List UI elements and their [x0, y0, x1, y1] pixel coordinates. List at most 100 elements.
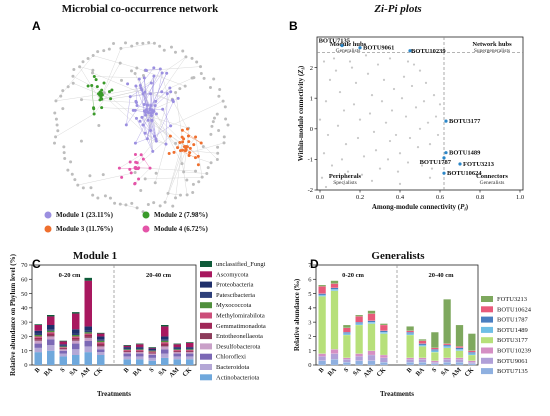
scatter-point: [344, 143, 348, 146]
y-tick-label: 5: [308, 291, 311, 298]
network-node: [100, 88, 104, 92]
bar-segment: [34, 352, 42, 365]
bar-segment: [136, 348, 144, 350]
network-node: [133, 166, 137, 170]
bar-segment: [380, 357, 388, 363]
scatter-point: [366, 72, 370, 75]
network-node: [148, 166, 152, 170]
bar-segment: [47, 350, 55, 365]
bar-segment: [455, 346, 464, 348]
bar-segment: [468, 350, 476, 353]
bar-segment: [84, 352, 92, 365]
group-label: 20-40 cm: [428, 272, 454, 279]
network-node: [151, 149, 155, 153]
network-edge: [145, 114, 189, 129]
network-node: [199, 141, 203, 145]
network-edge: [79, 66, 93, 71]
scatter-point: [328, 78, 332, 81]
scatter-point: [436, 133, 440, 137]
network-edge: [101, 89, 142, 100]
bar-segment: [468, 352, 476, 354]
x-axis-label: Among-module connectivity (Pi): [372, 203, 469, 213]
network-node: [149, 104, 153, 108]
bar-segment: [72, 335, 80, 337]
scatter-point: [422, 100, 426, 103]
network-node: [91, 54, 95, 58]
network-node: [154, 137, 158, 141]
x-tick-label: BA: [132, 366, 144, 378]
panel-d-letter: D: [310, 257, 319, 271]
network-node: [141, 41, 145, 45]
network-node: [143, 90, 147, 94]
x-tick-label: 0.8: [476, 194, 484, 201]
scatter-point: [370, 94, 374, 97]
x-tick-label: B: [34, 366, 42, 374]
legend-label: Patescibacteria: [216, 292, 255, 299]
bar-segment: [72, 349, 80, 355]
network-node: [141, 73, 145, 77]
bar-segment: [136, 350, 144, 352]
network-node: [148, 92, 152, 96]
bar-segment: [97, 345, 105, 347]
scatter-point: [434, 115, 438, 118]
network-edge: [155, 144, 167, 183]
network-node: [78, 65, 82, 69]
bar-segment: [173, 351, 181, 353]
bar-segment: [72, 355, 80, 365]
network-node: [149, 114, 153, 118]
bar-segment: [59, 340, 67, 342]
bar-segment: [84, 335, 92, 337]
bar-segment: [455, 349, 464, 351]
bar-segment: [186, 342, 194, 348]
network-node: [135, 41, 139, 45]
bar-segment: [330, 353, 339, 360]
network-node: [52, 141, 56, 145]
bar-segment: [136, 343, 144, 345]
network-node: [91, 193, 95, 197]
bar-segment: [97, 352, 105, 355]
network-node: [124, 203, 128, 207]
network-edge: [101, 107, 151, 110]
legend-label: BOTU1787: [497, 317, 528, 324]
bar-segment: [72, 340, 80, 344]
bar-segment: [443, 359, 451, 363]
network-node: [152, 74, 156, 78]
x-tick-label: AM: [79, 366, 92, 379]
network-node: [185, 178, 189, 182]
y-tick-label: 40: [21, 305, 28, 312]
network-node: [174, 90, 178, 94]
x-tick-label: 1.0: [516, 194, 524, 201]
network-node: [120, 78, 124, 82]
bar-segment: [148, 352, 156, 353]
network-node: [80, 98, 84, 102]
bar-segment: [47, 316, 55, 325]
bar-segment: [380, 362, 388, 366]
bar-segment: [343, 327, 351, 333]
network-node: [168, 134, 172, 138]
legend-swatch: [200, 364, 212, 370]
panel-a-title: Microbial co-occurrence network: [62, 3, 219, 15]
network-edge: [151, 120, 183, 151]
bar-segment: [406, 359, 414, 363]
network-edge: [92, 72, 144, 94]
scatter-point: [426, 121, 430, 124]
network-node: [176, 96, 180, 100]
bar-segment: [47, 325, 55, 330]
network-edge: [165, 93, 168, 145]
network-edge: [130, 93, 151, 97]
network-node: [139, 153, 143, 157]
network-edge: [73, 83, 111, 99]
bar-segment: [173, 349, 181, 350]
bar-segment: [443, 346, 451, 348]
y-tick-label: 30: [21, 319, 28, 326]
network-node: [178, 140, 182, 144]
network-edge: [155, 91, 171, 140]
y-tick-label: 0: [310, 126, 313, 133]
bar-segment: [330, 280, 339, 284]
bar-segment: [355, 353, 363, 357]
network-node: [133, 72, 137, 76]
bar-segment: [148, 350, 156, 351]
network-node: [95, 85, 99, 89]
bar-segment: [72, 339, 80, 341]
